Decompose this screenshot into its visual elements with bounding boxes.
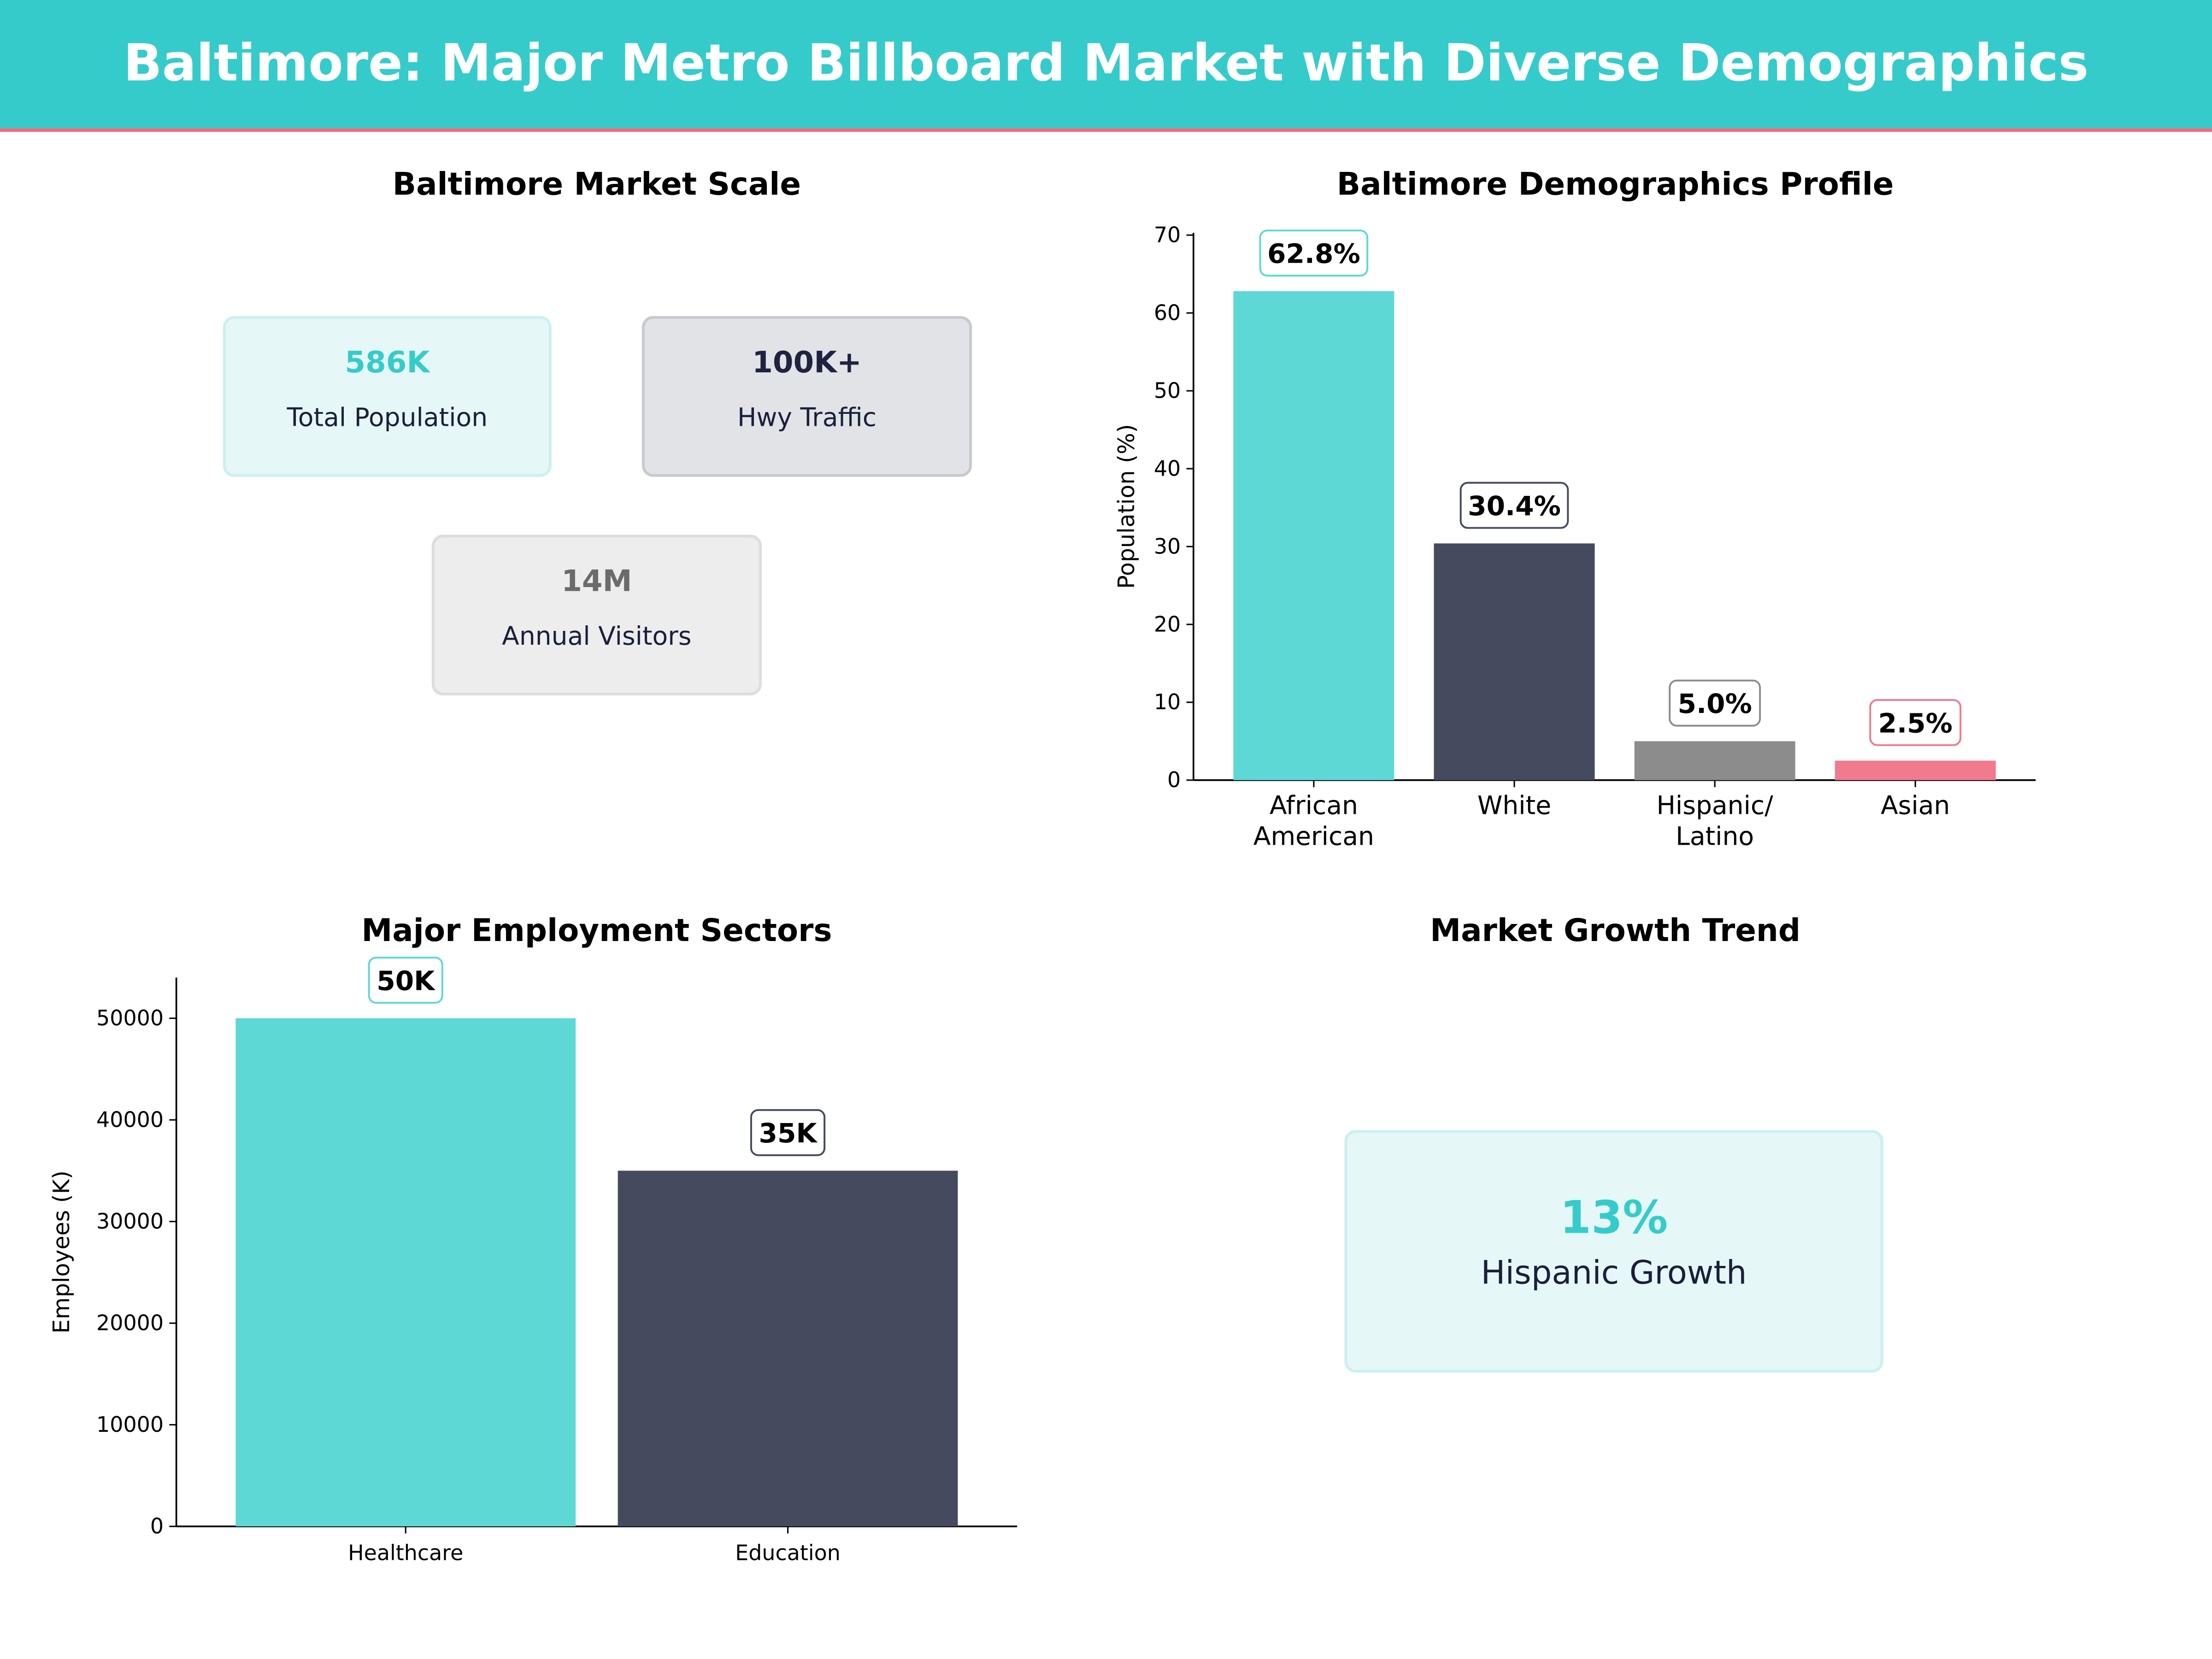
kpi-label: Total Population (286, 402, 488, 432)
kpi-value: 100K+ (752, 345, 862, 380)
kpi-value: 14M (561, 564, 632, 599)
header-banner (0, 0, 2212, 130)
bar (1233, 291, 1394, 780)
y-tick-label: 40000 (96, 1107, 164, 1132)
bar (1634, 741, 1795, 780)
demographics-chart: Baltimore Demographics Profile 0 10 20 30 40 5… (1113, 165, 2036, 851)
data-label: 5.0% (1677, 688, 1752, 719)
x-tick-label: Hispanic/ (1657, 790, 1774, 820)
kpi-value: 586K (345, 345, 430, 380)
data-label: 62.8% (1267, 238, 1360, 270)
x-tick-label: African (1270, 790, 1358, 820)
data-label: 35K (759, 1118, 818, 1149)
growth-card: 13% Hispanic Growth (1344, 1130, 1883, 1373)
x-tick-label: Latino (1676, 822, 1754, 851)
bar (1434, 543, 1595, 780)
kpi-label: Annual Visitors (502, 621, 691, 651)
chart-title: Major Employment Sectors (361, 912, 832, 948)
page-title: Baltimore: Major Metro Billboard Market … (124, 33, 2089, 92)
x-tick-label: American (1253, 822, 1374, 851)
employment-chart: Major Employment Sectors 0 10000 20000 30000… (48, 912, 1018, 1565)
y-tick-label: 70 (1154, 222, 1181, 247)
y-axis-label: Employees (K) (48, 1171, 75, 1334)
data-label-box (750, 1109, 826, 1156)
data-label: 30.4% (1468, 490, 1561, 522)
y-tick-label: 0 (1167, 767, 1181, 792)
growth-value: 13% (1560, 1192, 1668, 1244)
data-label-box (1869, 699, 1962, 746)
x-tick-label: White (1477, 790, 1551, 820)
data-label-box (1259, 229, 1369, 277)
y-tick-label: 30 (1154, 534, 1181, 559)
kpi-card-traffic: 100K+ Hwy Traffic (641, 316, 972, 477)
y-axis-label: Population (%) (1113, 424, 1140, 589)
bar (1835, 760, 1996, 780)
y-tick-label: 20000 (96, 1311, 164, 1335)
growth-label: Hispanic Growth (1481, 1254, 1747, 1292)
x-tick-label: Asian (1881, 790, 1950, 820)
y-tick-label: 50 (1154, 378, 1181, 403)
x-tick-label: Healthcare (348, 1541, 463, 1565)
data-label: 50K (377, 965, 435, 996)
kpi-card-population: 586K Total Population (223, 316, 552, 477)
y-tick-label: 20 (1154, 612, 1181, 636)
data-label-box (1459, 482, 1569, 529)
data-label-box (1669, 679, 1761, 727)
y-tick-label: 10000 (96, 1412, 164, 1437)
bar (235, 1018, 576, 1527)
y-tick-label: 50000 (96, 1006, 164, 1030)
y-tick-label: 30000 (96, 1209, 164, 1234)
y-tick-label: 40 (1154, 456, 1181, 481)
y-tick-label: 0 (150, 1514, 164, 1539)
x-tick-label: Education (735, 1541, 841, 1565)
kpi-card-visitors: 14M Annual Visitors (431, 535, 762, 696)
y-tick-label: 10 (1154, 689, 1181, 714)
growth-title: Market Growth Trend (1430, 912, 1800, 948)
bar (618, 1171, 958, 1527)
header-accent-line (0, 128, 2212, 132)
market-scale-title: Baltimore Market Scale (393, 165, 801, 202)
data-label-box (368, 957, 443, 1004)
data-label: 2.5% (1878, 707, 1953, 739)
y-tick-label: 60 (1154, 300, 1181, 325)
chart-title: Baltimore Demographics Profile (1337, 165, 1894, 202)
kpi-label: Hwy Traffic (737, 402, 877, 432)
